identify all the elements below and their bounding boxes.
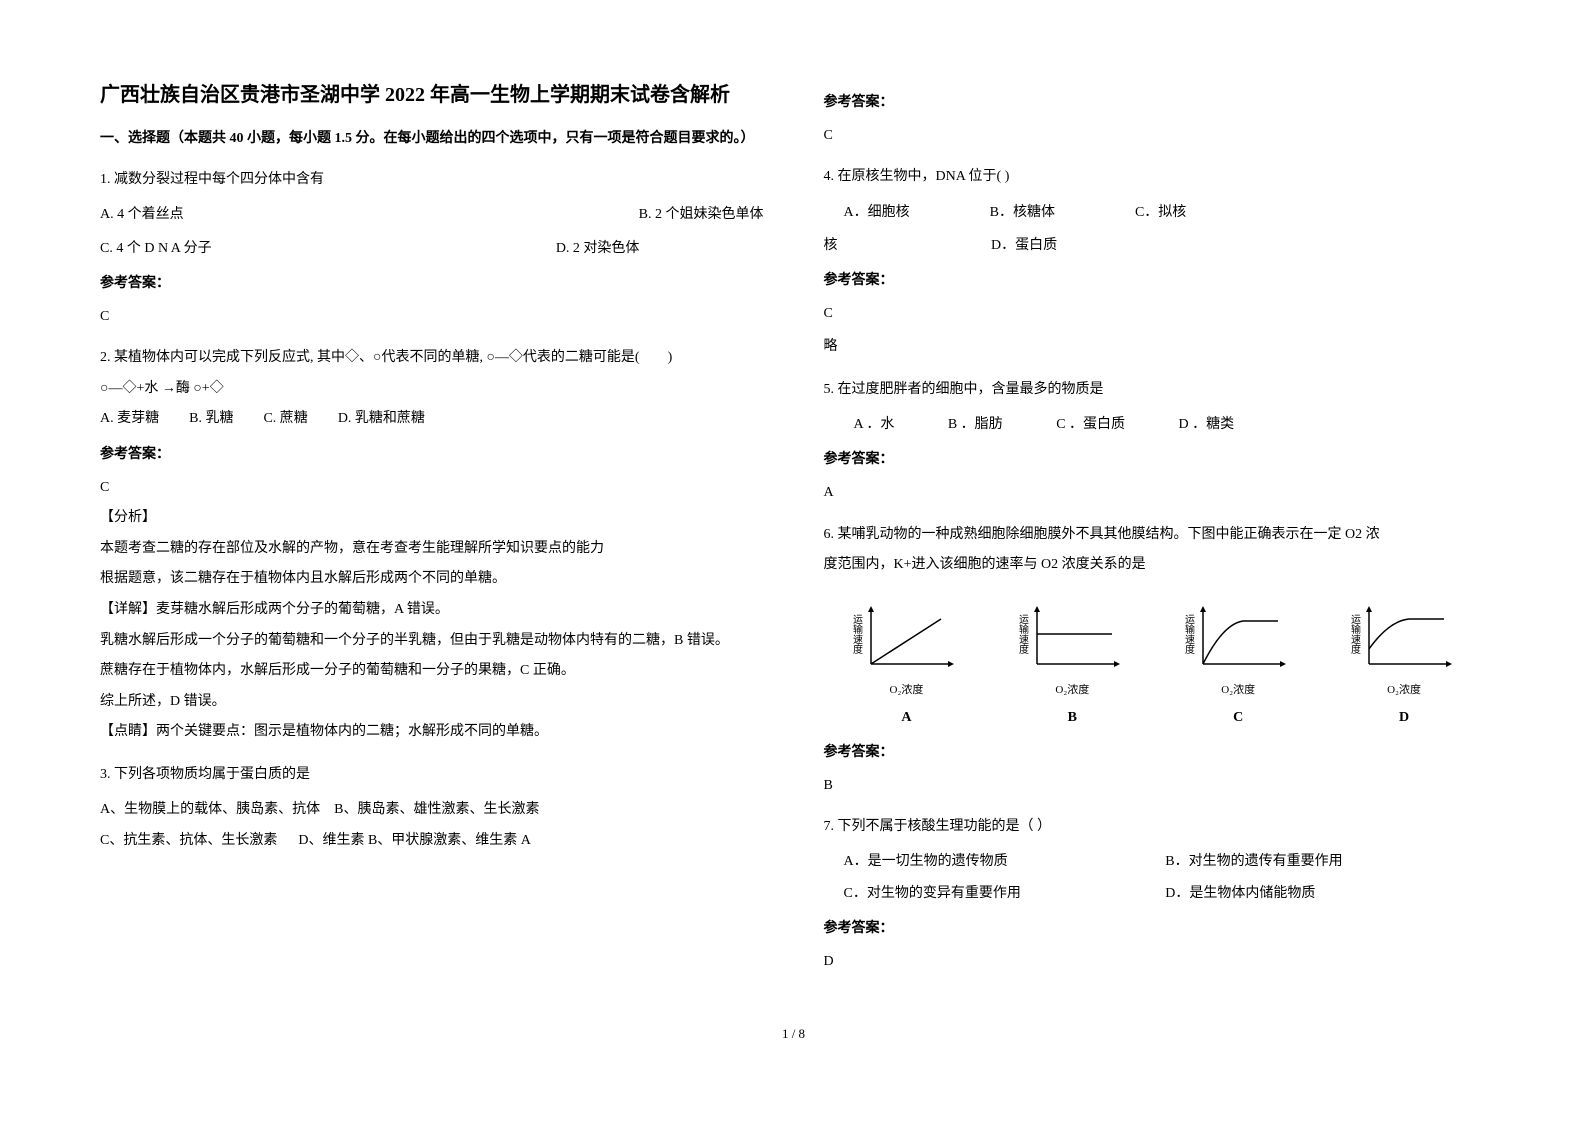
question-7: 7. 下列不属于核酸生理功能的是（ ） A．是一切生物的遗传物质 B．对生物的遗… [824, 814, 1488, 974]
q2-detail3: 综上所述，D 错误。 [100, 689, 764, 716]
q4-note: 略 [824, 334, 1488, 361]
q5-option-b: B ．脂肪 [948, 417, 1003, 432]
right-column: 参考答案： C 4. 在原核生物中，DNA 位于( ) A．细胞核 B．核糖体 … [824, 80, 1488, 982]
answer-label: 参考答案： [824, 447, 1488, 472]
section-title: 一、选择题（本题共 40 小题，每小题 1.5 分。在每小题给出的四个选项中，只… [100, 126, 764, 151]
q2-formula: ○—◇+水 →酶 ○+◇ [100, 376, 764, 403]
q3-text: 3. 下列各项物质均属于蛋白质的是 [100, 762, 764, 787]
q2-detail1: 乳糖水解后形成一个分子的葡萄糖和一个分子的半乳糖，但由于乳糖是动物体内特有的二糖… [100, 628, 764, 655]
q2-option-c: C. 蔗糖 [263, 406, 307, 431]
q2-detail2: 蔗糖存在于植物体内，水解后形成一分子的葡萄糖和一分子的果糖，C 正确。 [100, 658, 764, 685]
q4-text: 4. 在原核生物中，DNA 位于( ) [824, 164, 1488, 189]
q3-option-a: A、生物膜上的载体、胰岛素、抗体 [100, 802, 320, 817]
q2-option-d: D. 乳糖和蔗糖 [338, 406, 425, 431]
answer-label: 参考答案： [824, 916, 1488, 941]
answer-label: 参考答案： [824, 90, 1488, 115]
q4-option-c: C．拟核 [1135, 200, 1186, 225]
q7-option-c: C．对生物的变异有重要作用 [844, 881, 1166, 906]
q1-option-a: A. 4 个着丝点 [100, 202, 432, 227]
chart-xlabel: O₂浓度 [890, 681, 924, 701]
chart-c: 运输速度 O₂浓度 C [1183, 599, 1293, 730]
chart-xlabel: O₂浓度 [1221, 681, 1255, 701]
q3-option-c: C、抗生素、抗体、生长激素 [100, 833, 277, 848]
q7-option-b: B．对生物的遗传有重要作用 [1165, 849, 1487, 874]
q4-option-d: D．蛋白质 [991, 238, 1057, 253]
q1-answer: C [100, 304, 764, 329]
q2-option-b: B. 乳糖 [189, 406, 233, 431]
question-2: 2. 某植物体内可以完成下列反应式, 其中◇、○代表不同的单糖, ○—◇代表的二… [100, 345, 764, 746]
q5-option-c: C ．蛋白质 [1056, 417, 1125, 432]
q2-answer: C [100, 475, 764, 502]
chart-row: 运输速度 O₂浓度 A 运输速度 [824, 599, 1488, 730]
question-4: 4. 在原核生物中，DNA 位于( ) A．细胞核 B．核糖体 C．拟核 核 D… [824, 164, 1488, 361]
chart-c-label: C [1233, 705, 1243, 730]
q2-text: 2. 某植物体内可以完成下列反应式, 其中◇、○代表不同的单糖, ○—◇代表的二… [100, 345, 764, 372]
question-3: 3. 下列各项物质均属于蛋白质的是 A、生物膜上的载体、胰岛素、抗体 B、胰岛素… [100, 762, 764, 854]
q4-answer: C [824, 301, 1488, 326]
q2-analysis-label: 【分析】 [100, 505, 764, 532]
chart-xlabel: O₂浓度 [1055, 681, 1089, 701]
q1-text: 1. 减数分裂过程中每个四分体中含有 [100, 167, 764, 192]
q4-option-c2: 核 [824, 238, 838, 253]
q2-hint: 【点睛】两个关键要点：图示是植物体内的二糖；水解形成不同的单糖。 [100, 719, 764, 746]
chart-b-label: B [1068, 705, 1077, 730]
chart-ylabel: 运输速度 [851, 614, 863, 655]
chart-a-label: A [901, 705, 911, 730]
q1-option-d: D. 2 对染色体 [432, 236, 764, 261]
chart-d-label: D [1399, 705, 1409, 730]
q5-text: 5. 在过度肥胖者的细胞中，含量最多的物质是 [824, 377, 1488, 402]
answer-label: 参考答案： [824, 740, 1488, 765]
q1-option-c: C. 4 个 D N A 分子 [100, 236, 432, 261]
chart-ylabel: 运输速度 [1017, 614, 1029, 655]
q7-option-d: D．是生物体内储能物质 [1165, 881, 1487, 906]
q3-option-b: B、胰岛素、雄性激素、生长激素 [334, 802, 539, 817]
q5-option-d: D ．糖类 [1179, 417, 1235, 432]
q6-answer: B [824, 773, 1488, 798]
q2-analysis2: 根据题意，该二糖存在于植物体内且水解后形成两个不同的单糖。 [100, 566, 764, 593]
page-footer: 1 / 8 [100, 1022, 1487, 1045]
q6-text1: 6. 某哺乳动物的一种成熟细胞除细胞膜外不具其他膜结构。下图中能正确表示在一定 … [824, 522, 1488, 549]
q5-answer: A [824, 480, 1488, 505]
left-column: 广西壮族自治区贵港市圣湖中学 2022 年高一生物上学期期末试卷含解析 一、选择… [100, 80, 764, 982]
q7-option-a: A．是一切生物的遗传物质 [844, 849, 1166, 874]
document-title: 广西壮族自治区贵港市圣湖中学 2022 年高一生物上学期期末试卷含解析 [100, 80, 764, 110]
q4-option-b: B．核糖体 [990, 200, 1055, 225]
q5-option-a: A ．水 [854, 417, 895, 432]
chart-a: 运输速度 O₂浓度 A [851, 599, 961, 730]
answer-label: 参考答案： [100, 271, 764, 296]
q7-text: 7. 下列不属于核酸生理功能的是（ ） [824, 814, 1488, 839]
q3-option-d: D、维生素 B、甲状腺激素、维生素 A [298, 833, 531, 848]
chart-b: 运输速度 O₂浓度 B [1017, 599, 1127, 730]
q2-detail-label: 【详解】麦芽糖水解后形成两个分子的葡萄糖，A 错误。 [100, 597, 764, 624]
q6-text2: 度范围内，K+进入该细胞的速率与 O2 浓度关系的是 [824, 552, 1488, 579]
q1-option-b: B. 2 个姐妹染色单体 [432, 202, 764, 227]
q3-answer: C [824, 123, 1488, 148]
answer-label: 参考答案： [824, 268, 1488, 293]
q2-analysis1: 本题考查二糖的存在部位及水解的产物，意在考查考生能理解所学知识要点的能力 [100, 536, 764, 563]
q2-option-a: A. 麦芽糖 [100, 406, 159, 431]
question-1: 1. 减数分裂过程中每个四分体中含有 A. 4 个着丝点 B. 2 个姐妹染色单… [100, 167, 764, 329]
q7-answer: D [824, 949, 1488, 974]
question-5: 5. 在过度肥胖者的细胞中，含量最多的物质是 A ．水 B ．脂肪 C ．蛋白质… [824, 377, 1488, 506]
chart-d: 运输速度 O₂浓度 D [1349, 599, 1459, 730]
question-6: 6. 某哺乳动物的一种成熟细胞除细胞膜外不具其他膜结构。下图中能正确表示在一定 … [824, 522, 1488, 799]
answer-label: 参考答案： [100, 442, 764, 467]
chart-ylabel: 运输速度 [1349, 614, 1361, 655]
q4-option-a: A．细胞核 [844, 200, 910, 225]
chart-ylabel: 运输速度 [1183, 614, 1195, 655]
chart-xlabel: O₂浓度 [1387, 681, 1421, 701]
